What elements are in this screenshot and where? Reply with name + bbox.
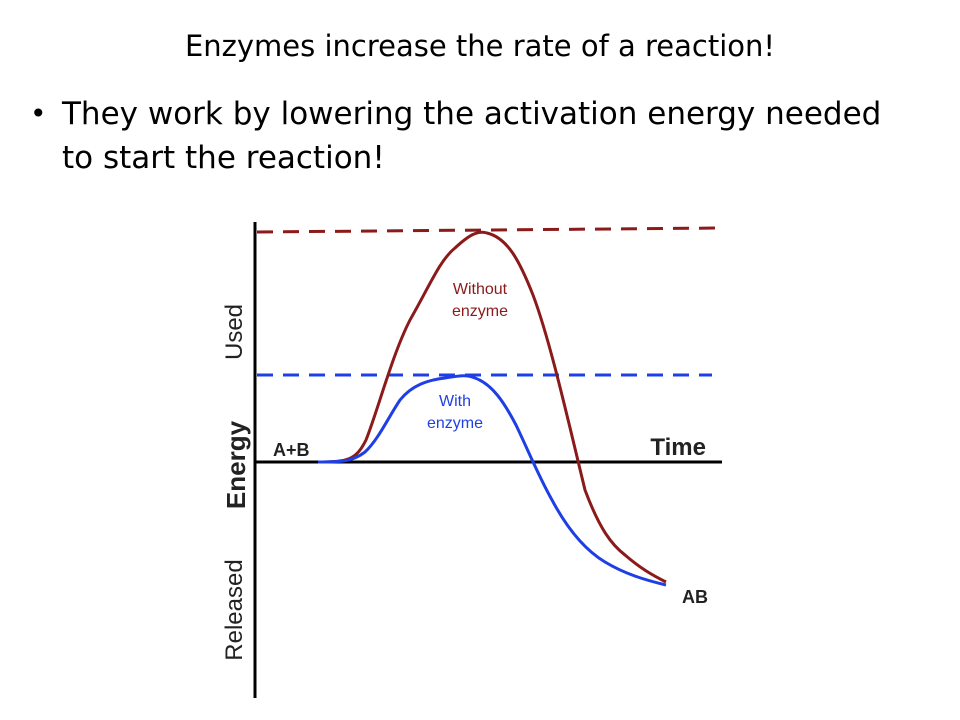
bullet-text: They work by lowering the activation ene… (62, 96, 882, 176)
y-axis-label-released: Released (221, 559, 248, 660)
reactants-label: A+B (273, 440, 310, 460)
label-without-enzyme-line1: Without (453, 281, 508, 298)
label-with-enzyme-line2: enzyme (427, 415, 483, 432)
peak-level-without-enzyme (256, 226, 723, 234)
y-axis-label-used: Used (221, 304, 248, 360)
bullet-list: • They work by lowering the activation e… (28, 92, 908, 180)
label-with-enzyme-line1: With (439, 393, 471, 410)
product-label: AB (682, 587, 708, 607)
bullet-dot-icon: • (30, 97, 47, 130)
label-without-enzyme-line2: enzyme (452, 303, 508, 320)
x-axis-label: Time (650, 434, 706, 461)
y-axis-label-energy: Energy (221, 420, 251, 509)
bullet-item: • They work by lowering the activation e… (28, 92, 908, 180)
curve-with-enzyme (317, 374, 667, 587)
slide-title: Enzymes increase the rate of a reaction! (184, 29, 776, 63)
curve-without-enzyme (317, 230, 667, 584)
